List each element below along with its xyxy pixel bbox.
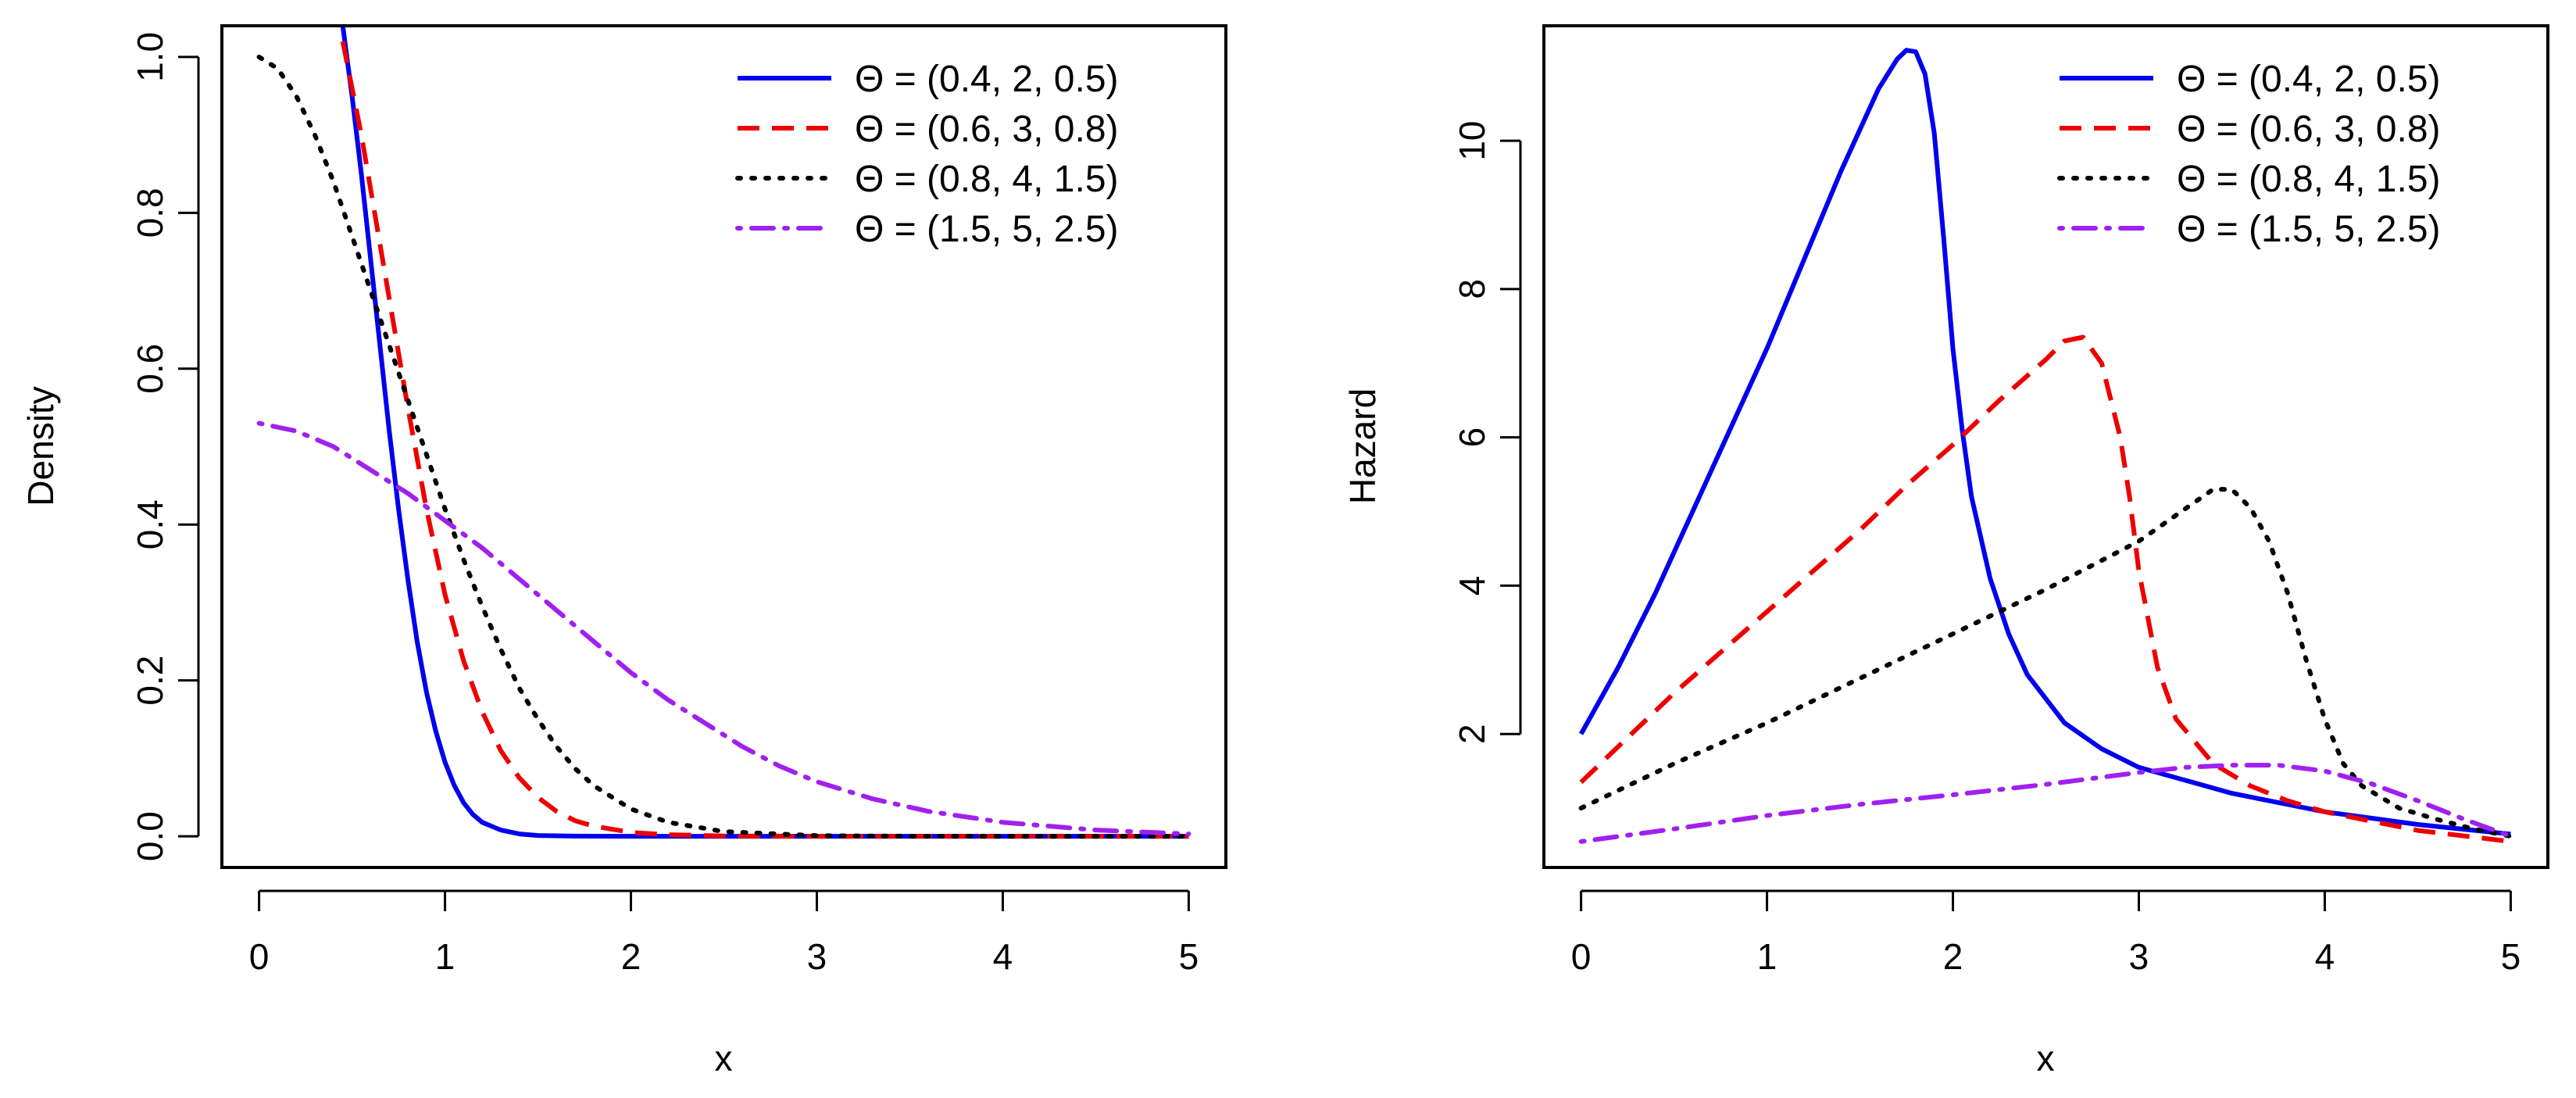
hazard-legend-label-2: Θ = (0.6, 3, 0.8) (2177, 109, 2441, 150)
density-y-tick-label: 0.0 (130, 811, 170, 861)
density-y-tick-label: 0.6 (130, 344, 170, 394)
hazard-x-axis: 0 1 2 3 4 5 (1571, 889, 2521, 977)
density-y-axis-title: Density (20, 386, 61, 506)
density-series (256, 27, 1192, 839)
hazard-plot-frame (1542, 24, 2549, 869)
hazard-y-tick-label: 2 (1452, 724, 1492, 744)
hazard-y-axis: 2 4 6 8 10 (1452, 120, 1522, 744)
density-legend-label-4: Θ = (1.5, 5, 2.5) (855, 209, 1119, 250)
hazard-x-tick-label: 3 (2129, 936, 2149, 977)
density-x-axis: 0 1 2 3 4 5 (249, 889, 1199, 977)
density-x-tick-label: 0 (249, 936, 270, 977)
hazard-legend: Θ = (0.4, 2, 0.5) Θ = (0.6, 3, 0.8) Θ = (0… (2057, 59, 2441, 250)
density-y-tick-label: 0.4 (130, 499, 170, 549)
density-y-tick-label: 1.0 (130, 32, 170, 82)
density-legend-label-3: Θ = (0.8, 4, 1.5) (855, 159, 1119, 200)
density-legend: Θ = (0.4, 2, 0.5) Θ = (0.6, 3, 0.8) Θ = (0… (735, 59, 1119, 250)
hazard-legend-label-3: Θ = (0.8, 4, 1.5) (2177, 159, 2441, 200)
density-x-tick-label: 3 (807, 936, 827, 977)
hazard-y-axis-title: Hazard (1342, 388, 1383, 504)
hazard-y-tick-label: 10 (1452, 120, 1492, 160)
hazard-series-line-3 (1578, 487, 2513, 839)
hazard-y-tick-label: 4 (1452, 576, 1492, 596)
density-x-axis-title: x (715, 1038, 733, 1078)
density-x-tick-label: 4 (993, 936, 1013, 977)
density-x-tick-label: 5 (1179, 936, 1199, 977)
hazard-x-tick-label: 1 (1757, 936, 1777, 977)
hazard-legend-label-4: Θ = (1.5, 5, 2.5) (2177, 209, 2441, 250)
density-legend-label-1: Θ = (0.4, 2, 0.5) (855, 59, 1119, 100)
density-y-tick-label: 0.2 (130, 656, 170, 706)
density-plot-frame (220, 24, 1227, 869)
density-legend-label-2: Θ = (0.6, 3, 0.8) (855, 109, 1119, 150)
density-y-axis: 0.0 0.2 0.4 0.6 0.8 1.0 (130, 32, 200, 861)
hazard-x-tick-label: 5 (2501, 936, 2521, 977)
hazard-x-tick-label: 0 (1571, 936, 1592, 977)
density-series-line-4 (256, 420, 1192, 837)
hazard-legend-label-1: Θ = (0.4, 2, 0.5) (2177, 59, 2441, 100)
hazard-y-tick-label: 8 (1452, 279, 1492, 299)
hazard-series (1578, 48, 2513, 844)
hazard-x-axis-title: x (2037, 1038, 2055, 1078)
density-y-tick-label: 0.8 (130, 188, 170, 238)
density-series-line-3 (256, 54, 1192, 839)
density-series-line-1 (340, 27, 1189, 839)
hazard-x-tick-label: 2 (1943, 936, 1963, 977)
hazard-series-line-1 (1578, 48, 2511, 837)
density-x-tick-label: 1 (435, 936, 456, 977)
hazard-x-tick-label: 4 (2315, 936, 2335, 977)
hazard-panel: 0 1 2 3 4 5 2 4 6 8 10 Θ = (0.4, 2, 0.5) Θ = (0.6,… (1342, 24, 2549, 1078)
hazard-series-line-4 (1578, 763, 2513, 844)
hazard-y-tick-label: 6 (1452, 427, 1492, 448)
hazard-series-line-2 (1579, 334, 2511, 844)
density-x-tick-label: 2 (621, 936, 641, 977)
density-panel: 0 1 2 3 4 5 0.0 0.2 0.4 0.6 0.8 1.0 Θ = (0.4, 2, 0… (20, 24, 1227, 1078)
